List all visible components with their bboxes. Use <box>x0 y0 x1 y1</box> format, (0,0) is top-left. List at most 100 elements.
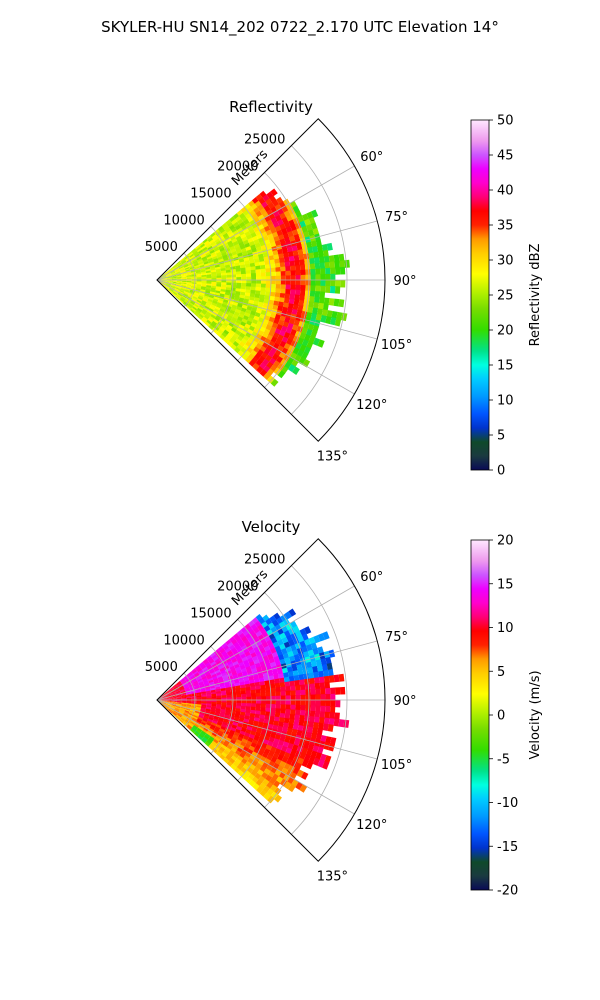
reflectivity-echo-cell <box>202 257 208 262</box>
velocity-echo-cell <box>197 679 204 684</box>
reflectivity-echo-cell <box>203 314 210 320</box>
reflectivity-echo-cell <box>187 251 193 256</box>
velocity-echo-cell <box>307 726 314 734</box>
reflectivity-echo-cell <box>210 232 216 238</box>
reflectivity-echo-cell <box>264 291 271 297</box>
reflectivity-echo-cell <box>315 268 321 276</box>
reflectivity-echo-cell <box>221 272 227 276</box>
reflectivity-echo-cell <box>249 259 255 265</box>
velocity-echo-cell <box>231 724 238 730</box>
velocity-echo-cell <box>198 733 204 739</box>
reflectivity-colorbar-tick-label: 45 <box>497 149 514 164</box>
reflectivity-echo-cell <box>183 264 189 269</box>
reflectivity-echo-cell <box>232 332 240 339</box>
reflectivity-echo-cell <box>209 322 216 329</box>
velocity-echo-cell <box>186 692 192 695</box>
reflectivity-echo-cell <box>329 286 336 294</box>
velocity-echo-cell <box>269 711 276 718</box>
reflectivity-echo-cell <box>161 278 167 280</box>
reflectivity-azimuth-tick-label: 120° <box>356 398 387 413</box>
velocity-echo-cell <box>175 706 181 710</box>
velocity-echo-cell <box>207 737 214 744</box>
reflectivity-echo-cell <box>226 280 232 283</box>
velocity-echo-cell <box>176 694 182 696</box>
reflectivity-echo-cell <box>214 249 221 255</box>
reflectivity-echo-cell <box>241 215 248 223</box>
velocity-echo-cell <box>290 690 296 697</box>
velocity-echo-cell <box>250 686 256 691</box>
velocity-echo-cell <box>189 685 195 689</box>
velocity-echo-cell <box>160 702 166 706</box>
velocity-echo-cell <box>194 712 200 716</box>
reflectivity-echo-cell <box>270 275 276 281</box>
reflectivity-echo-cell <box>188 262 194 267</box>
velocity-echo-cell <box>228 742 235 748</box>
velocity-echo-cell <box>264 684 271 690</box>
reflectivity-echo-cell <box>160 273 165 277</box>
velocity-echo-cell <box>312 647 320 656</box>
reflectivity-echo-cell <box>211 234 218 240</box>
velocity-echo-cell <box>283 717 290 724</box>
velocity-echo-cell <box>275 700 281 705</box>
reflectivity-echo-cell <box>215 323 222 330</box>
velocity-echo-cell <box>259 681 266 687</box>
velocity-echo-cell <box>175 690 181 694</box>
velocity-echo-cell <box>169 688 174 692</box>
reflectivity-range-tick-label: 5000 <box>145 240 178 255</box>
velocity-echo-cell <box>211 700 217 703</box>
velocity-echo-cell <box>185 689 191 692</box>
reflectivity-echo-cell <box>224 247 231 253</box>
figure-suptitle: SKYLER-HU SN14_202 0722_2.170 UTC Elevat… <box>101 18 499 37</box>
velocity-echo-cell <box>256 700 262 705</box>
reflectivity-echo-cell <box>305 269 311 276</box>
velocity-echo-cell <box>330 700 336 708</box>
reflectivity-echo-cell <box>221 230 228 236</box>
velocity-echo-cell <box>229 729 236 735</box>
velocity-echo-cell <box>212 675 218 680</box>
velocity-echo-cell <box>325 693 331 701</box>
velocity-echo-cell <box>255 710 261 716</box>
reflectivity-echo-cell <box>188 292 194 297</box>
reflectivity-echo-cell <box>161 278 167 280</box>
reflectivity-echo-cell <box>293 255 300 262</box>
reflectivity-echo-cell <box>241 276 247 281</box>
velocity-echo-cell <box>192 680 198 685</box>
reflectivity-echo-cell <box>175 295 181 300</box>
velocity-echo-cell <box>193 670 199 676</box>
reflectivity-echo-cell <box>328 255 335 263</box>
reflectivity-echo-cell <box>265 268 271 273</box>
velocity-echo-cell <box>318 717 325 725</box>
velocity-echo-cell <box>212 738 219 745</box>
velocity-echo-cell <box>249 713 256 718</box>
velocity-echo-cell <box>179 688 185 692</box>
velocity-echo-cell <box>319 682 326 690</box>
velocity-echo-cell <box>178 710 184 715</box>
velocity-echo-cell <box>215 660 222 666</box>
velocity-echo-cell <box>161 700 167 702</box>
reflectivity-echo-cell <box>229 319 236 326</box>
velocity-echo-cell <box>318 652 326 661</box>
reflectivity-echo-cell <box>209 291 216 295</box>
reflectivity-echo-cell <box>186 276 192 279</box>
velocity-echo-cell <box>181 697 187 700</box>
reflectivity-echo-cell <box>165 271 170 275</box>
velocity-echo-cell <box>182 722 188 727</box>
velocity-echo-cell <box>236 764 243 771</box>
velocity-echo-cell <box>329 706 336 714</box>
reflectivity-echo-cell <box>269 259 275 265</box>
velocity-echo-cell <box>241 700 247 704</box>
reflectivity-echo-cell <box>175 287 180 291</box>
reflectivity-echo-cell <box>248 359 256 367</box>
velocity-echo-cell <box>181 703 187 706</box>
velocity-echo-cell <box>226 722 233 728</box>
reflectivity-echo-cell <box>175 269 181 273</box>
velocity-echo-cell <box>317 633 325 642</box>
reflectivity-echo-cell <box>246 280 252 284</box>
reflectivity-echo-cell <box>195 269 201 272</box>
velocity-echo-cell <box>222 732 229 738</box>
velocity-echo-cell <box>325 700 331 707</box>
reflectivity-echo-cell <box>221 280 227 283</box>
velocity-echo-cell <box>204 683 210 687</box>
reflectivity-echo-cell <box>188 294 194 298</box>
reflectivity-echo-cell <box>288 298 295 305</box>
